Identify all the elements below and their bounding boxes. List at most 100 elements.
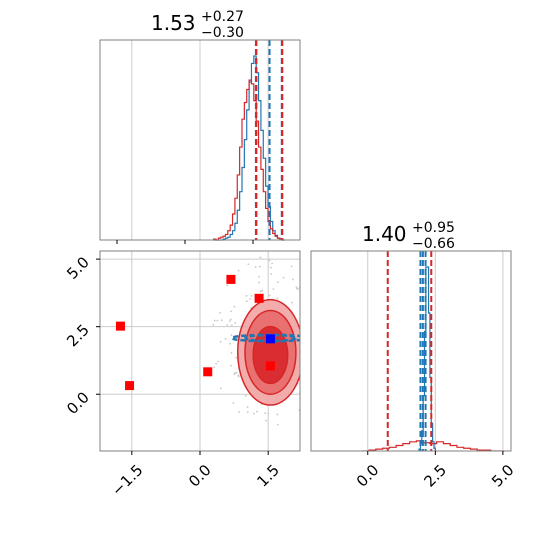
scatter-point: [237, 269, 240, 272]
scatter-point: [312, 338, 314, 340]
scatter-point: [215, 362, 218, 365]
scatter-point: [276, 297, 279, 300]
y-tick-label: 2.5: [63, 321, 93, 351]
quantile-lines: [254, 40, 284, 240]
scatter-point: [259, 290, 262, 293]
scatter-point: [219, 311, 221, 314]
scatter-point: [234, 321, 237, 324]
scatter-point: [254, 266, 257, 268]
x-tick-label: 2.5: [420, 461, 450, 491]
red-square-marker: [115, 321, 125, 331]
scatter-point: [229, 320, 231, 322]
scatter-point: [212, 323, 215, 326]
scatter-point: [245, 294, 248, 297]
scatter-point: [250, 294, 253, 297]
scatter-point: [233, 373, 236, 376]
title-lower: −0.30: [201, 25, 244, 41]
red-square-marker: [203, 367, 213, 377]
scatter-point: [232, 402, 235, 404]
scatter-point: [230, 364, 232, 367]
scatter-point: [219, 340, 222, 343]
scatter-point: [297, 288, 299, 291]
scatter-point: [220, 319, 223, 322]
panel-frame: [99, 39, 301, 241]
histogram-step-line: [362, 440, 505, 451]
scatter-point: [271, 262, 274, 265]
blue-square-marker: [265, 334, 275, 344]
scatter-point: [244, 394, 247, 397]
histogram-series: [362, 266, 505, 451]
scatter-point: [295, 287, 298, 290]
scatter-point: [277, 281, 279, 284]
title-upper: +0.95: [412, 220, 455, 236]
scatter-point: [258, 281, 260, 284]
scatter-point: [302, 375, 304, 377]
panel-bottom-right-histogram: 1.40 +0.95 −0.66 0.0 2.5 5.0: [310, 220, 518, 491]
title-value: 1.40: [362, 222, 407, 246]
scatter-point: [306, 329, 308, 331]
scatter-point: [305, 353, 307, 355]
scatter-point: [249, 297, 252, 300]
scatter-point: [261, 289, 264, 292]
red-density-contours: [236, 298, 300, 406]
scatter-point: [252, 412, 255, 415]
scatter-point: [235, 371, 238, 374]
scatter-point: [217, 360, 219, 363]
scatter-point: [292, 278, 294, 281]
quantile-lines: [386, 251, 433, 451]
scatter-point: [245, 300, 248, 303]
scatter-point: [229, 318, 232, 321]
scatter-point: [213, 366, 216, 369]
scatter-point: [213, 319, 216, 322]
panel-bottom-left-scatter: −1.5 0.0 1.5 0.0 2.5 5.0: [63, 250, 316, 500]
x-ticks: [116, 240, 254, 244]
x-axis-ticks: 0.0 2.5 5.0: [353, 451, 518, 491]
scatter-point: [230, 324, 233, 327]
scatter-point: [229, 342, 231, 345]
scatter-point: [314, 374, 316, 376]
scatter-point: [259, 256, 262, 259]
scatter-point: [267, 412, 270, 415]
x-tick-label: −1.5: [108, 461, 146, 499]
title-upper: +0.27: [201, 9, 244, 25]
grid: [367, 251, 504, 451]
scatter-point: [276, 413, 279, 416]
scatter-point: [230, 334, 233, 337]
scatter-point: [216, 319, 219, 322]
x-tick-label: 1.5: [253, 461, 283, 491]
scatter-point: [226, 324, 229, 327]
scatter-point: [270, 266, 272, 269]
histogram-step-line: [213, 79, 285, 241]
histogram-series: [213, 55, 285, 241]
scatter-point: [224, 338, 227, 340]
y-tick-label: 5.0: [63, 253, 93, 283]
scatter-point: [234, 371, 237, 374]
scatter-point: [302, 285, 304, 287]
scatter-point: [237, 374, 240, 377]
panel-title: 1.53 +0.27 −0.30: [151, 9, 244, 41]
scatter-point: [306, 358, 308, 360]
scatter-point: [219, 387, 222, 390]
scatter-point: [258, 265, 261, 268]
scatter-point: [290, 265, 293, 268]
markers: [115, 274, 275, 391]
scatter-point: [246, 411, 249, 414]
red-square-marker: [254, 293, 264, 303]
scatter-point: [291, 301, 293, 304]
scatter-point: [272, 288, 275, 291]
grid: [131, 40, 269, 240]
x-axis-ticks: −1.5 0.0 1.5: [108, 451, 283, 500]
red-square-marker: [125, 381, 135, 391]
scatter-point: [268, 294, 271, 297]
red-square-marker: [226, 274, 236, 284]
title-lower: −0.66: [412, 236, 455, 252]
scatter-point: [270, 272, 273, 275]
scatter-point: [246, 406, 249, 408]
scatter-point: [247, 263, 250, 266]
scatter-point: [265, 419, 267, 422]
x-tick-label: 5.0: [488, 461, 518, 491]
scatter-point: [258, 275, 261, 278]
scatter-point: [302, 358, 304, 360]
x-tick-label: 0.0: [185, 461, 215, 491]
